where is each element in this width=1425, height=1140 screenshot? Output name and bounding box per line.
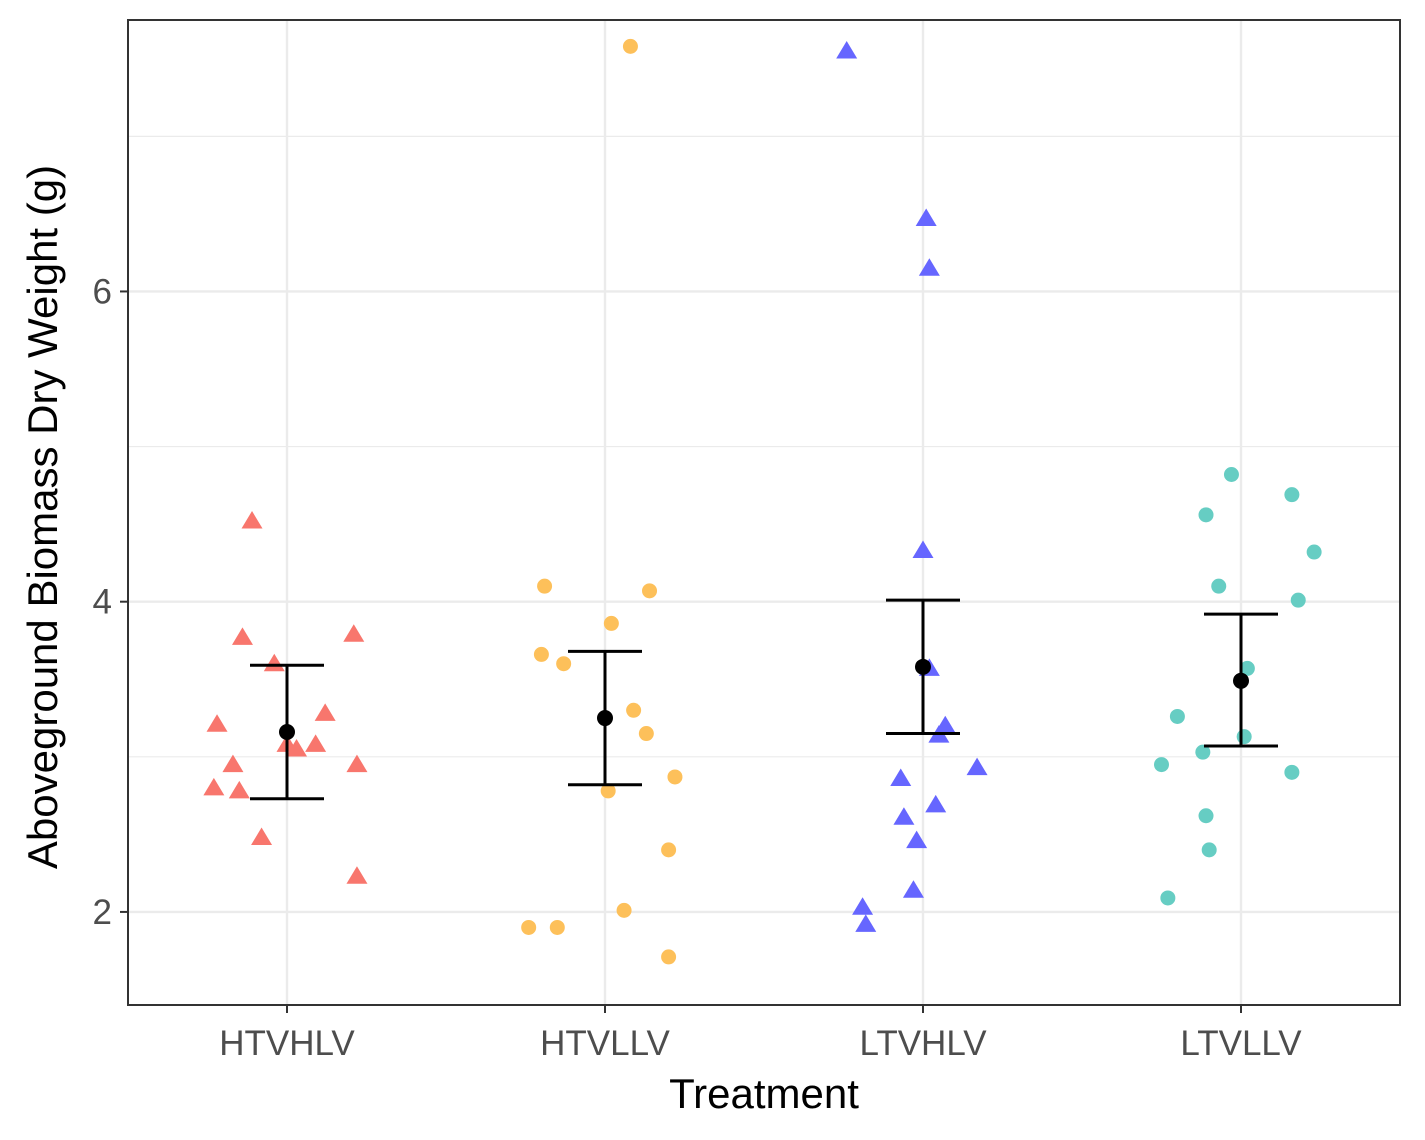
data-point [667,769,683,785]
mean-point [1233,672,1249,689]
data-point [206,714,228,732]
y-tick-label: 4 [93,583,112,622]
data-point [251,827,273,845]
data-point [346,866,368,884]
data-point [1306,544,1322,560]
data-point [305,734,327,752]
data-point [966,757,988,776]
data-point [915,208,937,227]
x-tick-labels: HTVHLV HTVLLV LTVHLV LTVLLV [219,1024,1302,1063]
data-point [549,919,565,935]
data-point [521,919,537,935]
data-point [1201,842,1217,858]
data-point [600,783,616,799]
data-point [314,703,336,721]
data-point [642,583,658,599]
x-tick-label: LTVHLV [859,1024,987,1063]
data-point [1236,729,1252,745]
data-point [1239,660,1255,676]
data-point [836,41,858,59]
data-point [626,702,642,718]
data-points [203,38,1322,965]
data-point [1160,890,1176,906]
data-point [556,656,572,672]
data-point [343,624,365,642]
x-axis-title: Treatment [669,1070,859,1117]
data-point [263,653,285,672]
y-tick-label: 6 [93,272,112,311]
plot-border [127,19,1401,1006]
data-point [852,897,874,915]
data-point [638,726,654,742]
plot-background [128,20,1400,1005]
data-point [533,646,549,662]
data-point [616,902,632,918]
data-point [1154,757,1169,773]
data-point [537,578,553,594]
data-point [855,914,877,932]
data-point [1223,466,1239,482]
data-point [222,754,244,773]
axis-ticks [120,290,1242,1013]
data-point [918,258,940,276]
mean-error-bars [250,598,1278,801]
data-point [346,754,368,773]
data-point [1169,708,1185,724]
data-point [902,880,924,898]
grid-major [128,20,1400,1005]
data-point [241,511,263,529]
data-point [661,949,677,965]
data-point [603,615,619,631]
y-tick-labels: 2 4 6 [93,272,112,931]
data-point [622,38,638,54]
x-tick-label: LTVLLV [1180,1024,1302,1063]
data-point [1198,808,1214,824]
data-point [912,540,934,559]
data-point [1195,744,1211,760]
grid-minor [128,135,1400,758]
mean-point [915,658,931,675]
data-point [1290,592,1306,608]
y-axis-title: Aboveground Biomass Dry Weight (g) [19,165,66,869]
x-tick-label: HTVLLV [540,1024,670,1063]
data-point [228,780,250,799]
data-point [1211,578,1227,594]
mean-point [597,710,613,727]
data-point [890,768,912,787]
data-point [203,777,225,796]
data-point [925,794,947,813]
y-tick-label: 2 [93,893,112,932]
x-tick-label: HTVHLV [219,1024,355,1063]
mean-point [279,723,295,740]
data-point [1284,487,1300,503]
data-point [661,842,677,858]
data-point [286,739,308,757]
data-point [1284,764,1300,780]
data-point [231,627,253,645]
data-point [1198,507,1214,523]
data-point [906,830,928,849]
data-point [893,807,915,825]
